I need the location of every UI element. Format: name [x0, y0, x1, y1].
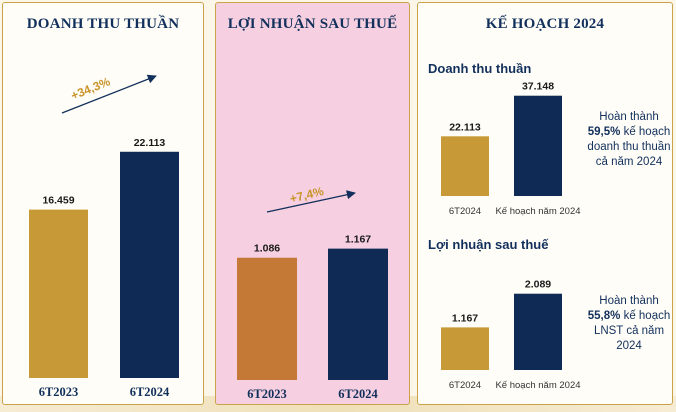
plan-profit-bar-1 — [441, 327, 489, 370]
revenue-growth-label: +34,3% — [69, 74, 113, 102]
plan-profit-value-label-1: 1.167 — [452, 312, 478, 324]
plan-profit-note-before: Hoàn thành — [599, 295, 659, 307]
profit-category-label-1: 6T2023 — [247, 387, 287, 401]
revenue-growth-arrow — [61, 74, 157, 114]
profit-value-label-1: 1.086 — [254, 243, 280, 255]
plan-revenue-note-pct: 59,5% — [587, 126, 621, 138]
revenue-panel-title: DOANH THU THUẦN — [26, 16, 180, 32]
plan-revenue-note-after: kế hoạch doanh thu thuần cả năm 2024 — [587, 126, 671, 168]
plan-profit-note-after: kế hoạch LNST cả năm 2024 — [593, 310, 671, 352]
plan-revenue-note-before: Hoàn thành — [599, 111, 659, 123]
profit-category-label-2: 6T2024 — [338, 387, 378, 401]
plan-profit-category-label-1: 6T2024 — [449, 380, 481, 391]
plan-revenue-note: Hoàn thành 59,5% kế hoạch doanh thu thuầ… — [584, 110, 674, 170]
profit-panel-title: LỢI NHUẬN SAU THUẾ — [227, 16, 398, 32]
plan-profit-subtitle: Lợi nhuận sau thuế — [428, 237, 549, 252]
plan-profit-bar-2 — [514, 293, 562, 370]
revenue-category-label-1: 6T2023 — [39, 385, 79, 399]
profit-value-label-2: 1.167 — [345, 234, 371, 246]
plan-profit-category-label-2: Kế hoạch năm 2024 — [495, 380, 580, 391]
profit-growth-label: +7,4% — [288, 184, 325, 206]
revenue-value-label-1: 16.459 — [42, 195, 74, 207]
plan-profit-value-label-2: 2.089 — [525, 279, 551, 291]
revenue-bar-2 — [120, 151, 179, 378]
plan-revenue-category-label-1: 6T2024 — [449, 206, 481, 217]
plan-panel-title: KẾ HOẠCH 2024 — [485, 16, 605, 32]
plan-profit-note: Hoàn thành 55,8% kế hoạch LNST cả năm 20… — [584, 294, 674, 354]
profit-bar-2 — [328, 248, 388, 380]
plan-revenue-value-label-2: 37.148 — [522, 81, 554, 93]
profit-growth-arrow — [266, 190, 356, 213]
plan-revenue-subtitle: Doanh thu thuần — [428, 61, 532, 76]
plan-profit-note-pct: 55,8% — [587, 310, 621, 322]
revenue-value-label-2: 22.113 — [134, 137, 166, 149]
revenue-category-label-2: 6T2024 — [130, 385, 170, 399]
revenue-bar-1 — [29, 209, 88, 378]
plan-revenue-bar-1 — [441, 136, 489, 196]
plan-revenue-bar-2 — [514, 95, 562, 196]
plan-revenue-value-label-1: 22.113 — [449, 121, 481, 133]
plan-revenue-category-label-2: Kế hoạch năm 2024 — [495, 206, 580, 217]
profit-bar-1 — [237, 257, 297, 380]
